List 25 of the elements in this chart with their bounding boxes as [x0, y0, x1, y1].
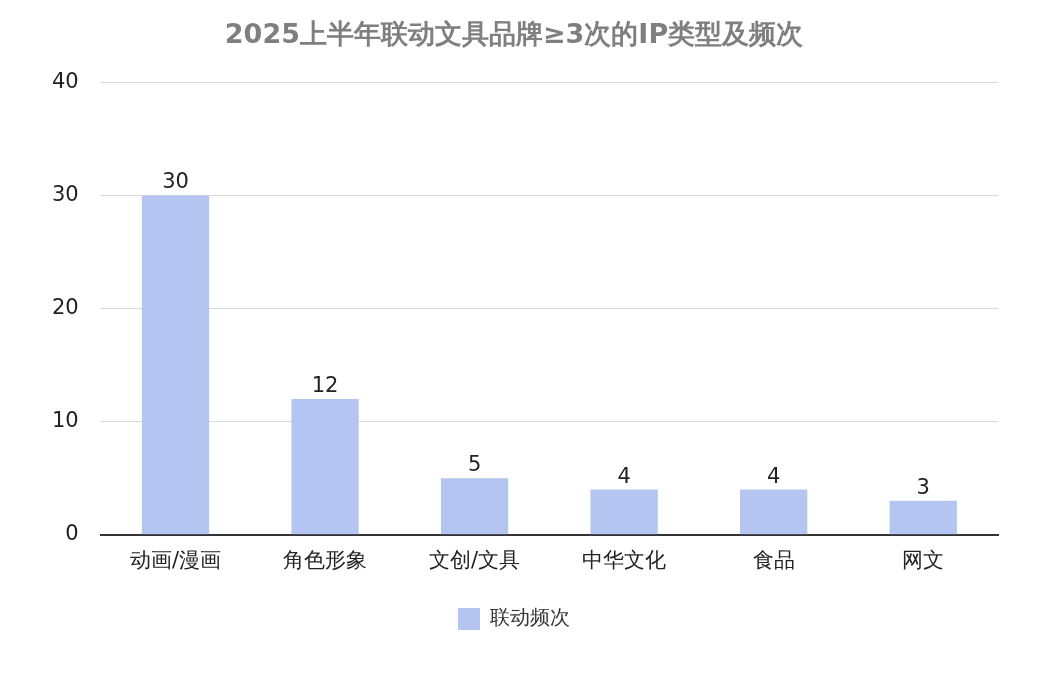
data-label: 30 [162, 169, 189, 194]
y-tick-label: 0 [65, 521, 79, 546]
y-tick-label: 10 [51, 408, 79, 433]
bar [889, 500, 957, 535]
legend-label: 联动频次 [490, 605, 570, 630]
x-tick-label: 网文 [902, 547, 945, 572]
data-label: 12 [311, 373, 339, 398]
x-tick-label: 中华文化 [582, 547, 667, 572]
x-tick-label: 文创/文具 [429, 547, 521, 572]
y-tick-label: 20 [51, 295, 79, 320]
data-label: 4 [766, 463, 781, 488]
bar [291, 399, 359, 535]
y-tick-label: 30 [51, 181, 79, 206]
chart-title: 2025上半年联动文具品牌≥3次的IP类型及频次 [224, 18, 805, 50]
x-tick-label: 动画/漫画 [129, 547, 222, 572]
data-label: 4 [617, 463, 631, 488]
x-tick-label: 角色形象 [283, 547, 368, 572]
x-tick-label: 食品 [752, 547, 795, 572]
bar [740, 489, 808, 535]
data-label: 5 [467, 452, 482, 477]
bar [141, 195, 210, 535]
bar [440, 478, 509, 535]
data-label: 3 [916, 474, 930, 499]
bar [590, 489, 658, 535]
y-tick-label: 40 [51, 68, 79, 93]
